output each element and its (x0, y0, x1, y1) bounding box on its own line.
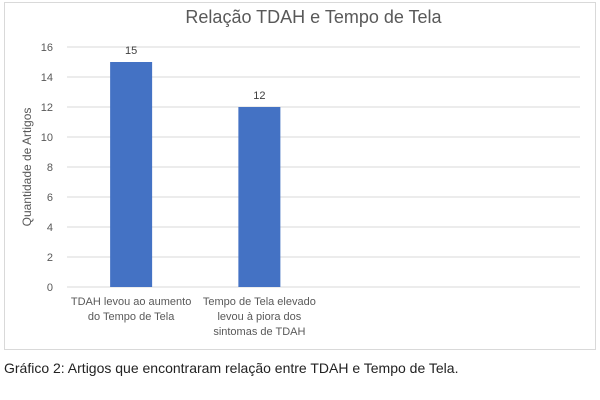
x-tick-label: sintomas de TDAH (213, 326, 305, 338)
bar (110, 62, 153, 287)
data-label: 15 (125, 45, 137, 57)
y-tick-label: 16 (41, 42, 53, 54)
figure-caption: Gráfico 2: Artigos que encontraram relaç… (4, 360, 459, 376)
y-axis-title: Quantidade de Artigos (20, 108, 34, 227)
y-tick-label: 4 (47, 222, 53, 234)
y-tick-label: 8 (47, 162, 53, 174)
x-tick-label: do Tempo de Tela (88, 311, 175, 323)
y-tick-label: 2 (47, 252, 53, 264)
y-tick-label: 10 (41, 132, 53, 144)
x-tick-label: Tempo de Tela elevado (203, 296, 316, 308)
bar-chart: Relação TDAH e Tempo de Tela 0 2 4 6 8 10 12 14 1… (20, 7, 580, 338)
bar (238, 107, 281, 287)
x-tick-label: levou à piora dos (217, 311, 301, 323)
data-label: 12 (253, 90, 265, 102)
y-tick-label: 12 (41, 102, 53, 114)
chart-container: Relação TDAH e Tempo de Tela 0 2 4 6 8 10 12 14 1… (4, 2, 596, 350)
chart-title: Relação TDAH e Tempo de Tela (185, 7, 442, 27)
x-tick-label: TDAH levou ao aumento (71, 296, 191, 308)
y-tick-label: 14 (41, 72, 53, 84)
y-tick-label: 0 (47, 282, 53, 294)
y-tick-label: 6 (47, 192, 53, 204)
